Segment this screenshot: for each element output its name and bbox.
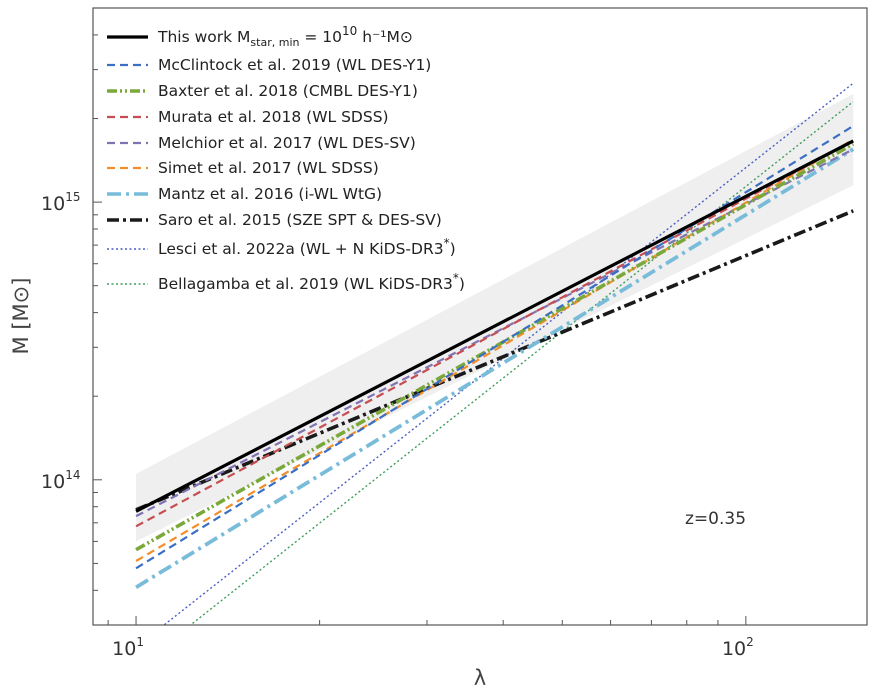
series-line-1 [135,125,854,570]
series-line-9 [189,101,854,625]
ticks-layer: 101 102 1014 1015 [41,7,754,660]
series-line-5 [135,138,854,562]
series-line-4 [135,148,854,518]
legend-label-4: Melchior et al. 2017 (WL DES-SV) [158,134,416,152]
series-line-3 [135,140,854,528]
legend-label-3: Murata et al. 2018 (WL SDSS) [158,108,389,126]
y-axis-label: M [M⊙] [9,278,33,355]
y-tick-label-0: 1014 [41,468,80,493]
legend: This work Mstar, min = 1010 h⁻¹M⊙ McClint… [107,24,465,293]
series-line-0 [135,139,854,513]
series-line-6 [135,147,855,589]
x-axis-label: λ [474,666,486,690]
legend-label-5: Simet et al. 2017 (WL SDSS) [158,159,379,177]
legend-label-7: Saro et al. 2015 (SZE SPT & DES-SV) [158,211,442,229]
scatter-band [136,94,854,542]
series-line-7 [135,209,854,512]
legend-label-8: Lesci et al. 2022a (WL + N KiDS-DR3*) [158,236,456,258]
series-lines-layer [135,82,855,625]
legend-label-0: This work Mstar, min = 1010 h⁻¹M⊙ [157,24,413,49]
redshift-annotation: z=0.35 [685,509,746,529]
uncertainty-band-layer [136,94,854,542]
legend-label-2: Baxter et al. 2018 (CMBL DES-Y1) [158,82,418,100]
legend-label-1: McClintock et al. 2019 (WL DES-Y1) [158,56,431,74]
x-tick-label-1: 102 [722,635,754,660]
x-tick-label-0: 101 [112,635,144,660]
plot-frame [92,7,868,626]
legend-label-6: Mantz et al. 2016 (i-WL WtG) [158,185,382,203]
series-line-8 [162,82,854,625]
legend-label-9: Bellagamba et al. 2019 (WL KiDS-DR3*) [158,271,465,293]
series-line-2 [135,142,855,552]
y-tick-label-1: 1015 [41,190,80,215]
